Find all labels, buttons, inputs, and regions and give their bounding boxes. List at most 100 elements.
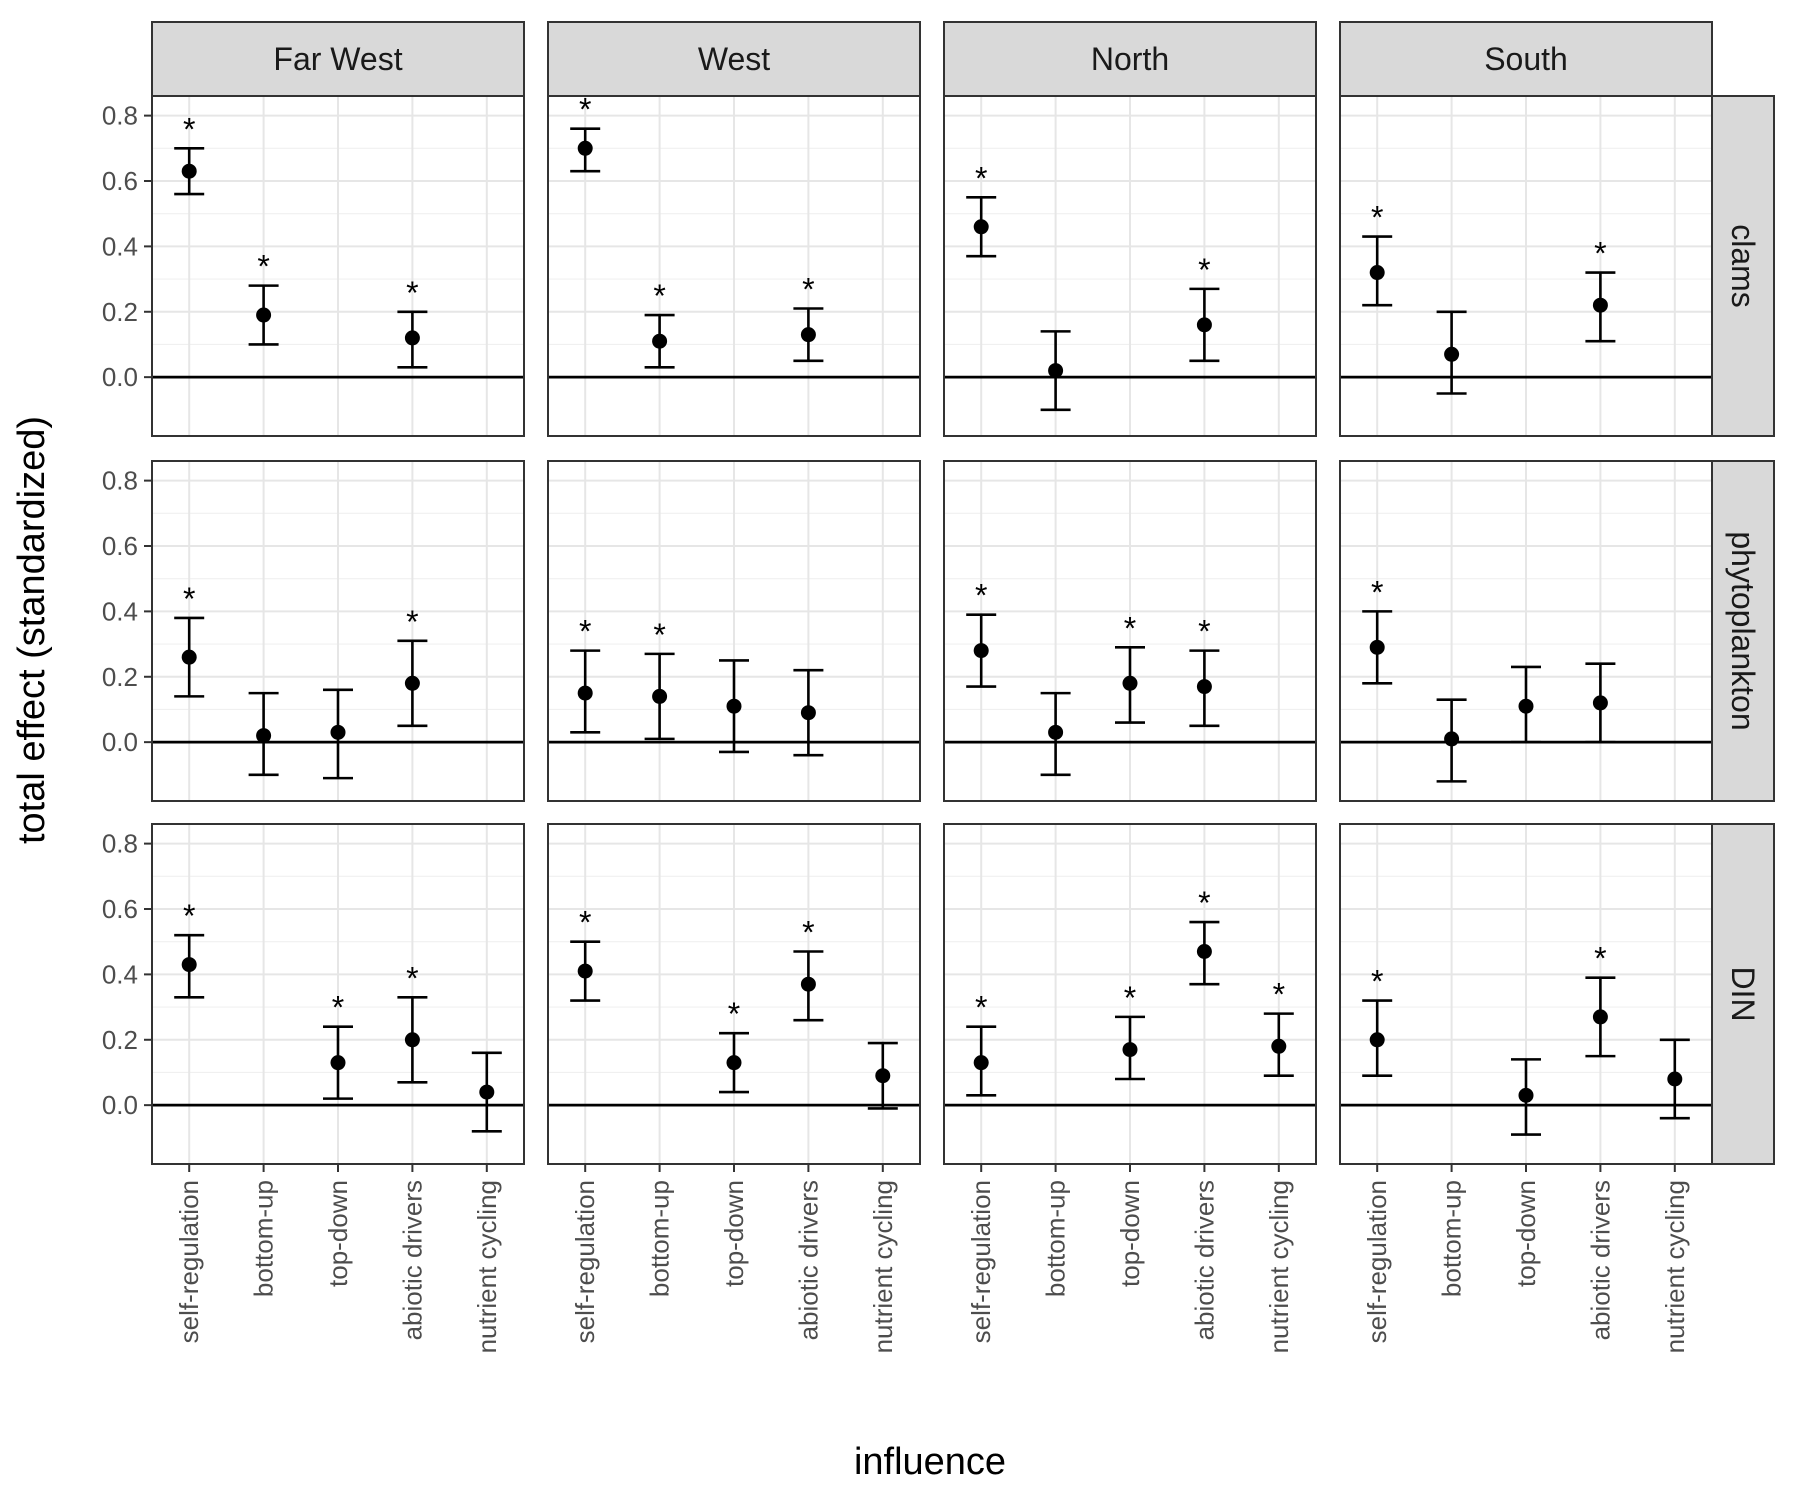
significance-marker: * <box>975 990 987 1026</box>
significance-marker: * <box>406 604 418 640</box>
row-strip-label: phytoplankton <box>1725 531 1761 730</box>
significance-marker: * <box>653 278 665 314</box>
x-tick-label: abiotic drivers <box>793 1180 823 1340</box>
significance-marker: * <box>579 614 591 650</box>
panel-border <box>943 95 1317 437</box>
data-point <box>404 1032 420 1048</box>
y-tick-label: 0.6 <box>102 894 138 924</box>
y-axis-title: total effect (standardized) <box>11 416 53 844</box>
data-point <box>973 1055 989 1071</box>
x-tick-label: abiotic drivers <box>397 1180 427 1340</box>
facet-panel <box>944 461 1316 801</box>
x-tick-label: nutrient cycling <box>1264 1180 1294 1353</box>
data-point <box>479 1084 495 1100</box>
y-tick-label: 0.0 <box>102 1090 138 1120</box>
y-tick-label: 0.4 <box>102 959 138 989</box>
data-point <box>330 1055 346 1071</box>
y-tick-label: 0.2 <box>102 297 138 327</box>
column-strip <box>943 21 1317 97</box>
data-point <box>1667 1071 1683 1087</box>
x-tick-label: bottom-up <box>1437 1180 1467 1297</box>
facet-panel <box>1340 96 1712 436</box>
column-strip <box>151 21 525 97</box>
column-strip-label: South <box>1484 41 1568 77</box>
x-tick-label: nutrient cycling <box>868 1180 898 1353</box>
y-tick-label: 0.2 <box>102 662 138 692</box>
panel-border <box>1339 95 1713 437</box>
column-strip <box>1339 21 1713 97</box>
x-tick-label: top-down <box>1115 1180 1145 1287</box>
data-point <box>1271 1038 1287 1054</box>
column-strip-label: West <box>698 41 770 77</box>
data-point <box>800 327 816 343</box>
panel-border <box>151 460 525 802</box>
data-point <box>1122 1042 1138 1058</box>
significance-marker: * <box>406 960 418 996</box>
column-strip-label: North <box>1091 41 1169 77</box>
significance-marker: * <box>975 578 987 614</box>
significance-marker: * <box>257 249 269 285</box>
facet-panel <box>944 824 1316 1164</box>
significance-marker: * <box>183 111 195 147</box>
data-point <box>875 1068 891 1084</box>
data-point <box>1369 1032 1385 1048</box>
significance-marker: * <box>1198 614 1210 650</box>
column-strip <box>547 21 921 97</box>
y-tick-label: 0.8 <box>102 101 138 131</box>
data-point <box>1196 679 1212 695</box>
panel-border <box>151 95 525 437</box>
data-point <box>256 307 272 323</box>
data-point <box>256 728 272 744</box>
data-point <box>181 649 197 665</box>
significance-marker: * <box>1198 885 1210 921</box>
data-point <box>1048 363 1064 379</box>
data-point <box>404 675 420 691</box>
significance-marker: * <box>1371 574 1383 610</box>
data-point <box>973 643 989 659</box>
data-point <box>1122 675 1138 691</box>
data-point <box>1196 317 1212 333</box>
data-point <box>1592 1009 1608 1025</box>
y-tick-label: 0.0 <box>102 362 138 392</box>
facet-panel <box>548 96 920 436</box>
data-point <box>1369 265 1385 281</box>
y-tick-label: 0.6 <box>102 166 138 196</box>
facet-panel <box>152 96 524 436</box>
y-tick-label: 0.4 <box>102 231 138 261</box>
x-tick-label: self-regulation <box>966 1180 996 1343</box>
row-strip <box>1711 823 1775 1165</box>
row-strip <box>1711 95 1775 437</box>
data-point <box>1592 297 1608 313</box>
panel-border <box>943 460 1317 802</box>
data-point <box>181 957 197 973</box>
facet-panel <box>1340 461 1712 801</box>
data-point <box>1518 1087 1534 1103</box>
x-tick-label: nutrient cycling <box>472 1180 502 1353</box>
data-point <box>181 163 197 179</box>
data-point <box>1444 731 1460 747</box>
facet-panel <box>548 824 920 1164</box>
significance-marker: * <box>802 915 814 951</box>
y-tick-label: 0.6 <box>102 531 138 561</box>
significance-marker: * <box>653 617 665 653</box>
x-tick-label: bottom-up <box>645 1180 675 1297</box>
x-tick-label: self-regulation <box>1362 1180 1392 1343</box>
x-tick-label: abiotic drivers <box>1189 1180 1219 1340</box>
data-point <box>800 705 816 721</box>
significance-marker: * <box>183 581 195 617</box>
significance-marker: * <box>1124 610 1136 646</box>
significance-marker: * <box>406 275 418 311</box>
significance-marker: * <box>802 272 814 308</box>
x-tick-label: top-down <box>1511 1180 1541 1287</box>
data-point <box>1444 346 1460 362</box>
significance-marker: * <box>1198 252 1210 288</box>
significance-marker: * <box>975 160 987 196</box>
y-tick-label: 0.0 <box>102 727 138 757</box>
significance-marker: * <box>183 898 195 934</box>
x-tick-label: nutrient cycling <box>1660 1180 1690 1353</box>
x-tick-label: bottom-up <box>249 1180 279 1297</box>
data-point <box>726 698 742 714</box>
significance-marker: * <box>1273 977 1285 1013</box>
data-point <box>577 140 593 156</box>
